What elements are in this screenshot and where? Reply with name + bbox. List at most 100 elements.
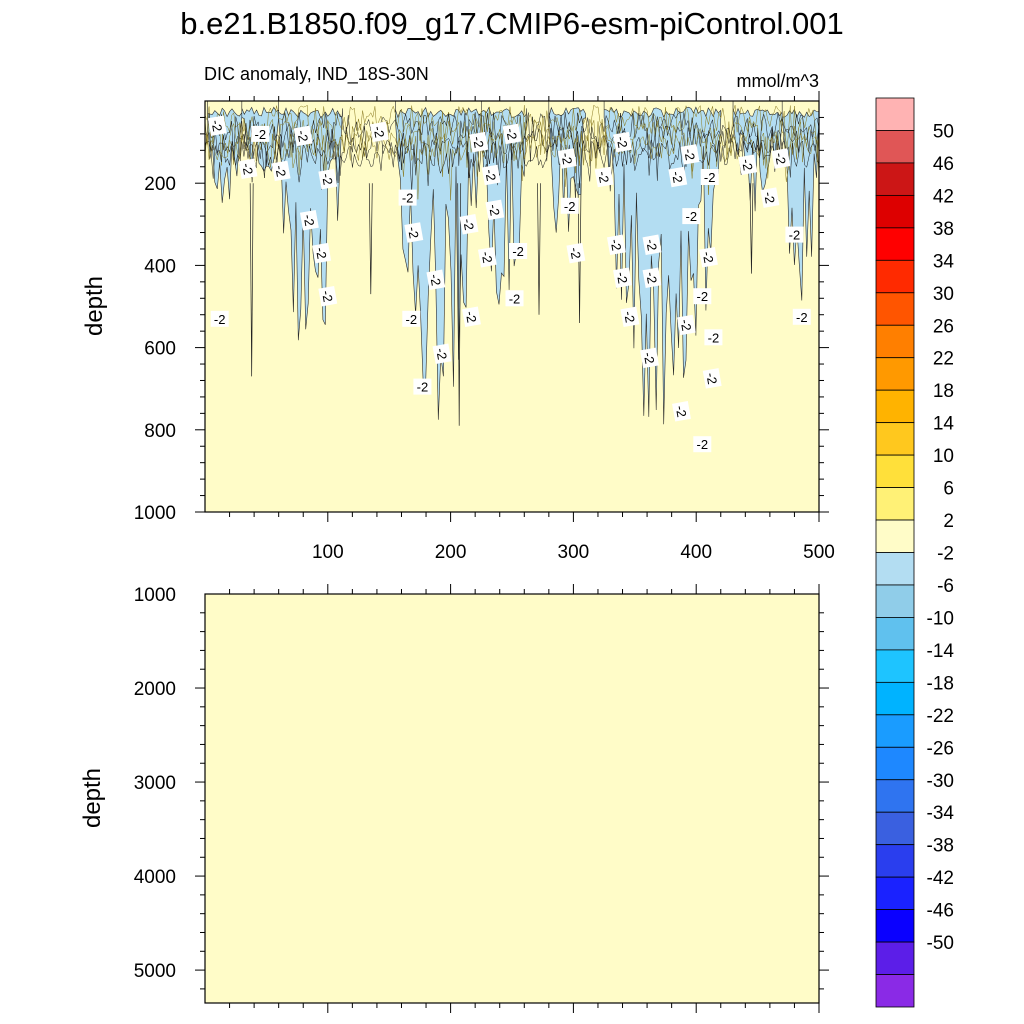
contour-label-text: -2 bbox=[427, 273, 444, 287]
contour-label: -2 bbox=[594, 166, 614, 188]
contour-label-box bbox=[557, 148, 577, 169]
subtitle-right: mmol/m^3 bbox=[737, 71, 819, 91]
contour-label-text: -2 bbox=[272, 164, 289, 178]
contour-label-box bbox=[613, 131, 632, 153]
colorbar-swatch bbox=[875, 909, 915, 943]
colorbar-label: 42 bbox=[933, 186, 954, 207]
contour-label-text: -2 bbox=[406, 312, 418, 327]
subtitle-left: DIC anomaly, IND_18S-30N bbox=[204, 64, 429, 85]
contour-label-box bbox=[299, 209, 319, 231]
contour-label: -2 bbox=[369, 121, 389, 143]
contour-label: -2 bbox=[413, 378, 432, 395]
contour-label-text: -2 bbox=[697, 289, 709, 304]
contour-label-text: -2 bbox=[239, 162, 256, 176]
contour-label-box bbox=[207, 115, 227, 136]
contour-label: -2 bbox=[560, 197, 579, 214]
contour-label-box bbox=[509, 243, 528, 259]
contour-label-text: -2 bbox=[417, 380, 429, 395]
contour-spike bbox=[457, 183, 462, 426]
contour-label: -2 bbox=[640, 347, 659, 369]
colorbar-label: -50 bbox=[927, 933, 954, 954]
contour-label-box bbox=[318, 168, 338, 190]
contour-label-box bbox=[210, 310, 229, 327]
contour-label-text: -2 bbox=[614, 271, 631, 285]
colorbar-label: -34 bbox=[927, 803, 955, 824]
contour-label: -2 bbox=[505, 290, 524, 307]
contour-label-text: -2 bbox=[214, 312, 226, 327]
contour-label-box bbox=[704, 329, 723, 346]
figure-title: b.e21.B1850.f09_g17.CMIP6-esm-piControl.… bbox=[180, 6, 843, 41]
contour-label: -2 bbox=[693, 436, 712, 453]
contour-label-text: -2 bbox=[313, 246, 330, 260]
contour-label: -2 bbox=[676, 314, 696, 336]
contour-label: -2 bbox=[426, 269, 446, 291]
contour-label-text: -2 bbox=[402, 191, 414, 206]
contour-label-text: -2 bbox=[294, 129, 311, 143]
colorbar-label: 14 bbox=[933, 414, 955, 435]
colorbar-swatch bbox=[875, 389, 915, 424]
colorbar-swatch bbox=[875, 292, 915, 326]
contour-label-text: -2 bbox=[463, 310, 480, 324]
colorbar-label: 6 bbox=[943, 479, 954, 500]
contour-label: -2 bbox=[642, 267, 662, 288]
colorbar-swatch bbox=[875, 162, 915, 196]
y-tick-label: 2000 bbox=[134, 679, 176, 700]
contour-label: -2 bbox=[251, 125, 270, 142]
contour-label-box bbox=[312, 242, 332, 264]
contour-label-box bbox=[771, 148, 791, 169]
contour-label-box bbox=[481, 164, 501, 186]
contour-label: -2 bbox=[682, 208, 701, 225]
upper-panel: -2 -2 -2 -2 -2 -2 -2 -2 -2 -2 -2 -2 -2 -2 -2 -2 -2 -2 -2 -2… bbox=[81, 91, 835, 563]
colorbar-label: -22 bbox=[927, 706, 954, 727]
contour-label-text: -2 bbox=[460, 217, 477, 231]
contour-label-text: -2 bbox=[704, 170, 716, 185]
contour-label-box bbox=[594, 166, 614, 188]
contour-label: -2 bbox=[398, 189, 417, 206]
contour-label: -2 bbox=[485, 199, 505, 221]
contour-label-box bbox=[560, 197, 579, 214]
contour-label-text: -2 bbox=[703, 371, 720, 385]
colorbar-swatch bbox=[875, 454, 915, 488]
contour-label: -2 bbox=[680, 144, 700, 165]
contour-label-text: -2 bbox=[708, 330, 720, 345]
contour-label: -2 bbox=[620, 306, 640, 328]
contour-label-box bbox=[620, 306, 640, 328]
y-tick-label: 400 bbox=[144, 256, 176, 277]
colorbar-swatch bbox=[875, 324, 915, 359]
contour-label-box bbox=[672, 401, 691, 422]
x-tick-label: 300 bbox=[558, 542, 590, 563]
contour-label-box bbox=[566, 242, 586, 264]
colorbar-swatch bbox=[875, 844, 915, 878]
colorbar-swatch bbox=[875, 130, 915, 164]
contour-label: -2 bbox=[404, 222, 424, 243]
contour-label-text: -2 bbox=[564, 199, 576, 214]
lower-plot-background bbox=[205, 594, 819, 1003]
contour-spike bbox=[577, 183, 582, 323]
contour-label-text: -2 bbox=[789, 228, 801, 243]
colorbar-swatch bbox=[875, 941, 915, 975]
contour-label-box bbox=[238, 158, 258, 180]
contour-label: -2 bbox=[210, 310, 229, 327]
colorbar-label: -18 bbox=[927, 673, 954, 694]
contour-label: -2 bbox=[207, 115, 227, 136]
contour-label: -2 bbox=[509, 243, 528, 259]
colorbar-label: 46 bbox=[933, 154, 954, 175]
colorbar-label: -46 bbox=[927, 901, 954, 922]
contour-spike bbox=[537, 183, 541, 315]
contour-label: -2 bbox=[672, 401, 691, 422]
contour-label-text: -2 bbox=[669, 170, 686, 184]
colorbar-swatch bbox=[875, 357, 915, 391]
x-tick-label: 100 bbox=[312, 542, 344, 563]
contour-label: -2 bbox=[566, 242, 586, 264]
colorbar-swatch bbox=[875, 649, 915, 683]
colorbar-swatch bbox=[875, 714, 915, 748]
colorbar-swatch bbox=[875, 681, 915, 716]
contour-label-text: -2 bbox=[433, 347, 450, 361]
contour-label: -2 bbox=[312, 242, 332, 264]
colorbar-swatch bbox=[875, 259, 915, 294]
contour-label-text: -2 bbox=[772, 152, 789, 166]
colorbar-label: -42 bbox=[927, 868, 954, 889]
colorbar-label: 30 bbox=[933, 284, 954, 305]
contour-label: -2 bbox=[557, 148, 577, 169]
colorbar-swatch bbox=[875, 422, 915, 456]
